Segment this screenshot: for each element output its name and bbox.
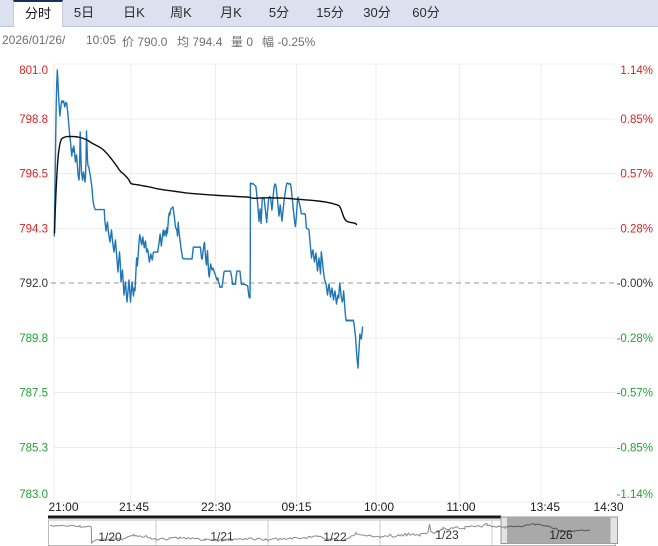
svg-text:09:15: 09:15	[281, 500, 311, 514]
svg-text:1/20: 1/20	[98, 530, 122, 544]
svg-text:783.0: 783.0	[19, 489, 48, 501]
svg-text:798.8: 798.8	[19, 114, 48, 126]
svg-text:785.3: 785.3	[19, 442, 48, 454]
svg-text:1/21: 1/21	[210, 530, 234, 544]
svg-text:21:45: 21:45	[119, 500, 149, 514]
svg-text:14:30: 14:30	[593, 500, 623, 514]
svg-text:0.85%: 0.85%	[620, 114, 653, 126]
svg-text:1/22: 1/22	[323, 530, 347, 544]
svg-text:22:30: 22:30	[201, 500, 231, 514]
svg-text:1/26: 1/26	[549, 528, 573, 542]
svg-text:794.3: 794.3	[19, 223, 48, 235]
svg-text:792.0: 792.0	[19, 278, 48, 290]
svg-text:10:00: 10:00	[364, 500, 394, 514]
svg-text:801.0: 801.0	[19, 65, 48, 77]
svg-text:13:45: 13:45	[530, 500, 560, 514]
svg-text:787.5: 787.5	[19, 388, 48, 400]
svg-text:789.8: 789.8	[19, 333, 48, 345]
svg-text:-0.28%: -0.28%	[617, 333, 653, 345]
svg-text:-0.00%: -0.00%	[617, 278, 653, 290]
svg-text:0.57%: 0.57%	[620, 169, 653, 181]
svg-text:-0.57%: -0.57%	[617, 388, 653, 400]
svg-text:796.5: 796.5	[19, 169, 48, 181]
svg-text:0.28%: 0.28%	[620, 223, 653, 235]
svg-text:11:00: 11:00	[446, 500, 475, 514]
svg-text:21:00: 21:00	[49, 500, 79, 514]
svg-text:1/23: 1/23	[435, 528, 459, 542]
svg-text:-0.85%: -0.85%	[617, 442, 653, 454]
svg-text:1.14%: 1.14%	[620, 65, 653, 77]
svg-text:-1.14%: -1.14%	[617, 489, 653, 501]
